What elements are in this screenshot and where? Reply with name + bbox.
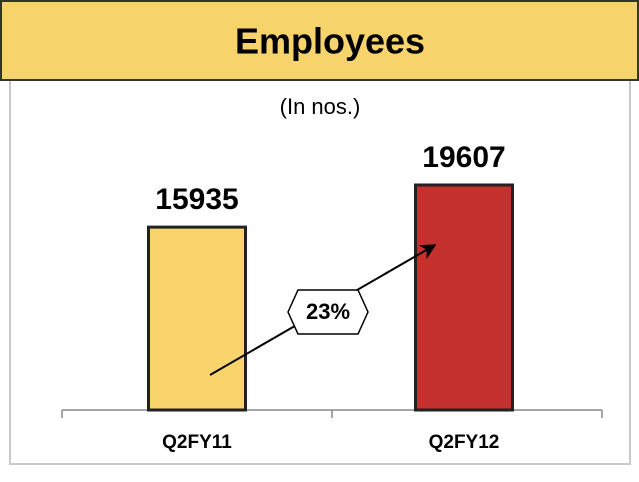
title-banner [0, 0, 639, 81]
data-label: 15935 [155, 183, 238, 216]
x-tick-label: Q2FY12 [429, 432, 500, 453]
data-label: 19607 [422, 141, 505, 174]
annotation: 23% [306, 299, 350, 324]
chart-subtitle: (In nos.) [280, 94, 361, 119]
x-tick-label: Q2FY11 [162, 432, 232, 453]
annotation-box [287, 289, 369, 335]
bar [414, 183, 514, 412]
chart-title: Employees [235, 21, 425, 62]
bar [147, 225, 247, 412]
panel [9, 79, 631, 465]
